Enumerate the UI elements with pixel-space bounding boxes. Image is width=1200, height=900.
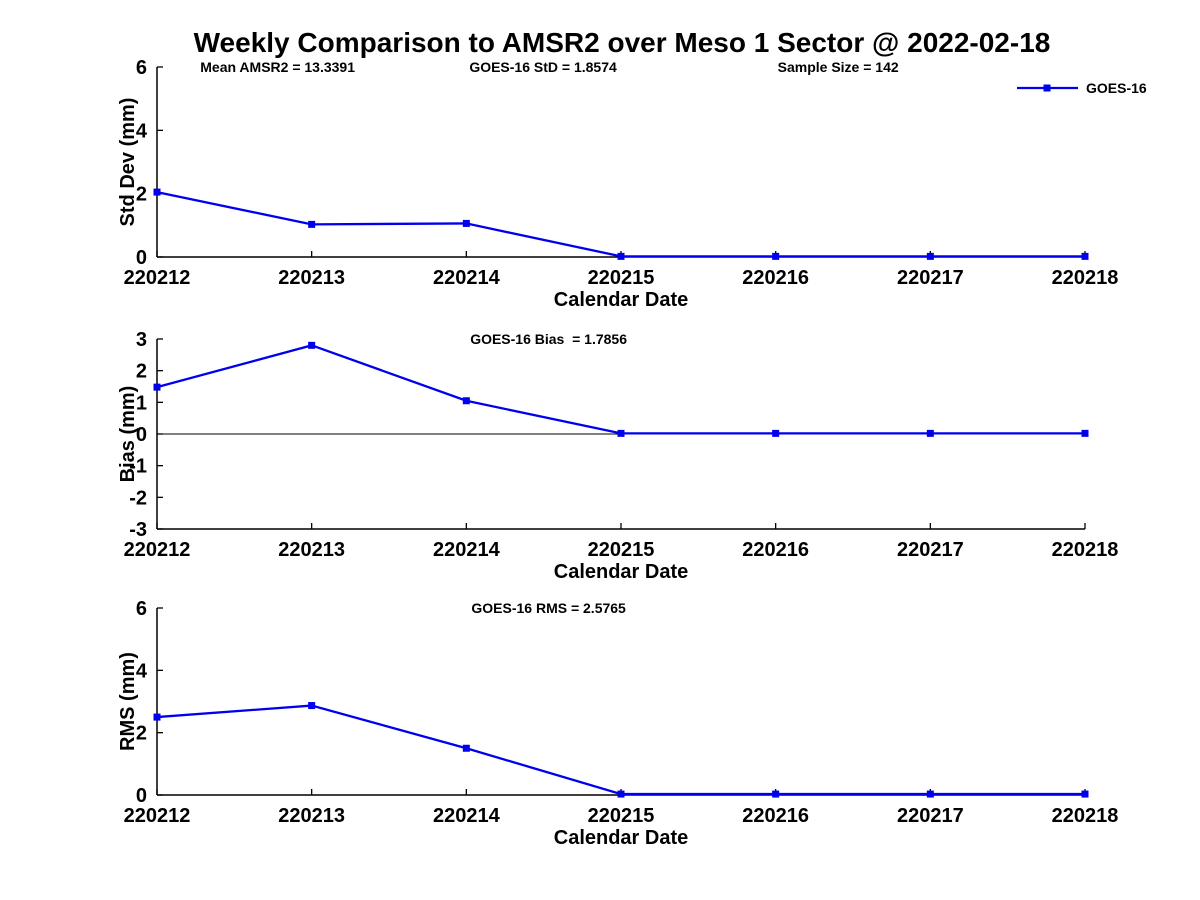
data-point-marker xyxy=(617,429,625,437)
data-point-marker xyxy=(153,383,161,391)
x-tick-label: 220213 xyxy=(278,267,345,289)
data-line xyxy=(156,344,1085,435)
data-line xyxy=(156,190,1085,258)
x-tick-label: 220212 xyxy=(124,805,191,827)
data-point-marker xyxy=(462,397,470,405)
y-tick-label: 6 xyxy=(136,598,147,620)
data-point-marker xyxy=(1081,790,1089,798)
y-tick-label: 3 xyxy=(136,329,147,351)
data-point-marker xyxy=(772,252,780,260)
data-point-marker xyxy=(772,790,780,798)
annotation: GOES-16 Bias = 1.7856 xyxy=(470,331,627,347)
data-point-marker xyxy=(1081,429,1089,437)
x-tick-label: 220217 xyxy=(897,539,964,561)
y-tick-label: 6 xyxy=(136,57,147,79)
y-tick-label: 2 xyxy=(136,184,147,206)
y-tick-label: 0 xyxy=(136,785,147,807)
x-tick-label: 220218 xyxy=(1052,539,1119,561)
x-axis-label: Calendar Date xyxy=(554,561,689,583)
data-point-marker xyxy=(926,429,934,437)
annotation: Sample Size = 142 xyxy=(778,59,899,75)
subplot-rms: 0 2 4 6 220212 220213 220214 220215 220216 220217… xyxy=(117,598,1118,849)
x-tick-label: 220217 xyxy=(897,267,964,289)
data-point-marker xyxy=(772,429,780,437)
data-point-marker xyxy=(926,790,934,798)
x-tick-label: 220214 xyxy=(433,805,501,827)
x-tick-label: 220214 xyxy=(433,539,501,561)
y-tick-label: 0 xyxy=(136,424,147,446)
y-tick-label: -2 xyxy=(129,487,147,509)
x-tick-label: 220216 xyxy=(742,805,809,827)
data-point-marker xyxy=(308,341,316,349)
x-tick-label: 220213 xyxy=(278,805,345,827)
data-point-marker xyxy=(462,219,470,227)
annotation: GOES-16 StD = 1.8574 xyxy=(469,59,617,75)
data-point-marker xyxy=(1081,252,1089,260)
x-tick-label: 220218 xyxy=(1052,267,1119,289)
legend-marker xyxy=(1043,84,1051,92)
y-tick-label: -1 xyxy=(129,456,147,478)
data-point-marker xyxy=(617,790,625,798)
data-line xyxy=(156,704,1085,796)
x-tick-label: 220213 xyxy=(278,539,345,561)
data-point-marker xyxy=(308,220,316,228)
x-tick-label: 220214 xyxy=(433,267,501,289)
y-tick-label: 2 xyxy=(136,361,147,383)
x-tick-label: 220212 xyxy=(124,539,191,561)
y-axis-label: Std Dev (mm) xyxy=(117,98,139,227)
figure-title: Weekly Comparison to AMSR2 over Meso 1 S… xyxy=(193,27,1051,58)
legend: GOES-16 xyxy=(1017,80,1147,96)
y-tick-label: -3 xyxy=(129,519,147,541)
y-axis-label: Bias (mm) xyxy=(117,386,139,483)
x-tick-label: 220212 xyxy=(124,267,191,289)
y-tick-label: 4 xyxy=(136,660,148,682)
data-point-marker xyxy=(153,713,161,721)
subplot-std-dev: 0 2 4 6 220212 220213 220214 220215 220216 220217… xyxy=(117,57,1118,311)
x-axis-label: Calendar Date xyxy=(554,289,689,311)
data-point-marker xyxy=(462,744,470,752)
subplot-bias: -3 -2 -1 0 1 2 3 220212 220213 220214 220215 220216… xyxy=(117,329,1118,583)
legend-label: GOES-16 xyxy=(1086,80,1147,96)
annotation: Mean AMSR2 = 13.3391 xyxy=(200,59,355,75)
x-tick-label: 220215 xyxy=(588,805,655,827)
x-tick-label: 220217 xyxy=(897,805,964,827)
data-point-marker xyxy=(617,252,625,260)
data-point-marker xyxy=(926,252,934,260)
y-tick-label: 1 xyxy=(136,392,147,414)
data-point-marker xyxy=(308,702,316,710)
y-tick-label: 4 xyxy=(136,120,148,142)
x-tick-label: 220218 xyxy=(1052,805,1119,827)
x-tick-label: 220215 xyxy=(588,267,655,289)
x-tick-label: 220216 xyxy=(742,267,809,289)
y-axis-label: RMS (mm) xyxy=(117,652,139,751)
x-axis-label: Calendar Date xyxy=(554,827,689,849)
y-tick-label: 2 xyxy=(136,723,147,745)
x-tick-label: 220216 xyxy=(742,539,809,561)
annotation: GOES-16 RMS = 2.5765 xyxy=(471,600,626,616)
y-tick-label: 0 xyxy=(136,247,147,269)
x-tick-label: 220215 xyxy=(588,539,655,561)
data-point-marker xyxy=(153,188,161,196)
